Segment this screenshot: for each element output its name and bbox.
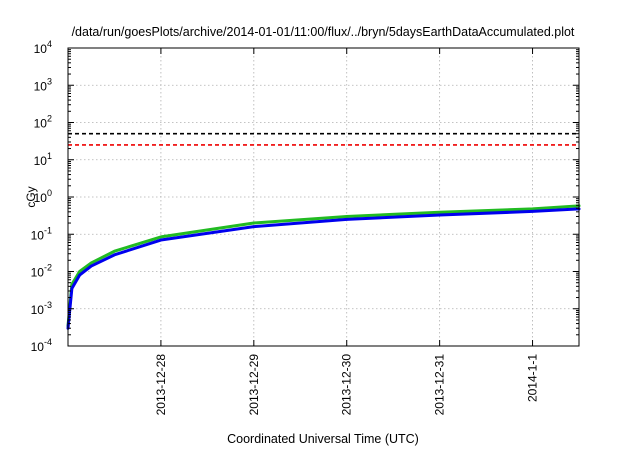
x-tick-label: 2013-12-29 — [247, 354, 261, 416]
y-tick-label: 10-1 — [31, 225, 52, 242]
plot-frame — [67, 47, 580, 347]
y-tick-label: 10-4 — [31, 337, 52, 354]
y-axis-label: cGy — [24, 186, 38, 207]
threshold-lines — [68, 132, 579, 146]
x-tick-label: 2013-12-30 — [340, 354, 354, 416]
chart-title: /data/run/goesPlots/archive/2014-01-01/1… — [72, 25, 575, 39]
y-tick-label: 10-2 — [31, 263, 52, 280]
x-tick-label: 2013-12-31 — [433, 354, 447, 416]
grid — [68, 48, 579, 346]
y-tick-label: 101 — [34, 151, 52, 168]
y-tick-label: 104 — [34, 39, 52, 56]
series-line-2 — [66, 207, 581, 330]
y-tick-label: 10-3 — [31, 300, 52, 317]
y-tick-label: 103 — [34, 76, 52, 93]
y-tick-label: 102 — [34, 114, 52, 131]
x-axis-label: Coordinated Universal Time (UTC) — [227, 432, 419, 446]
ticks: 10-4 10-3 10-2 10-1 100 101 102 103 104 2013-12-2… — [31, 39, 579, 415]
x-tick-label: 2014-1-1 — [526, 354, 540, 402]
series-lines — [66, 204, 581, 330]
series-line-1 — [66, 204, 581, 328]
x-tick-label: 2013-12-28 — [154, 354, 168, 416]
y-tick-label: 100 — [34, 188, 52, 205]
